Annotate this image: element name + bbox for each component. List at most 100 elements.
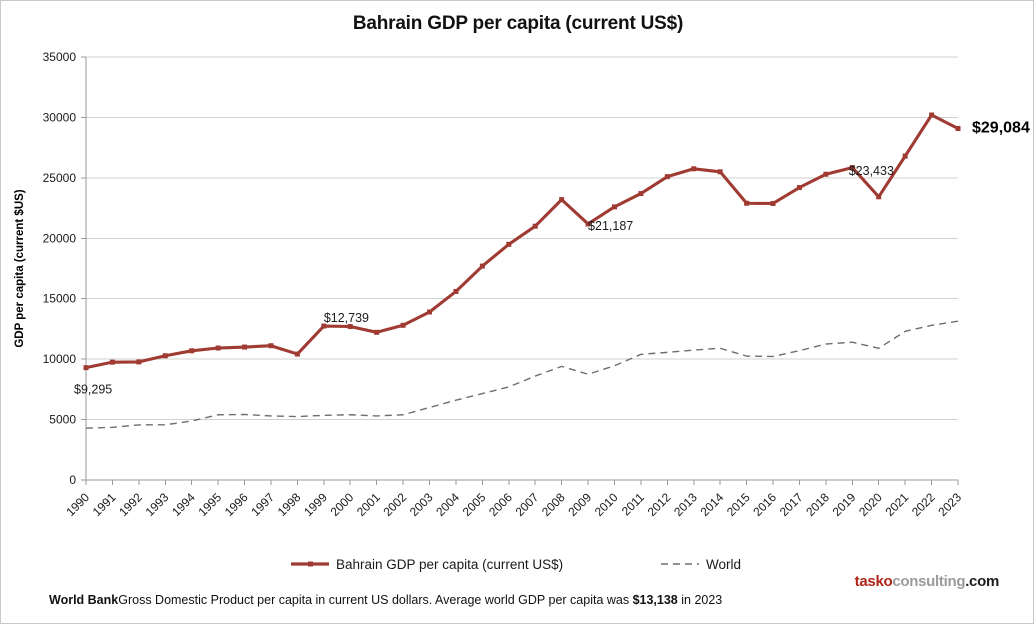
x-axis-tick-label: 2018: [803, 490, 832, 519]
x-axis-tick-label: 2005: [460, 490, 489, 519]
x-axis-tick-label: 2011: [619, 490, 647, 518]
legend-label-world: World: [706, 556, 742, 572]
x-axis-tick-label: 1996: [222, 490, 251, 519]
data-point-marker: [796, 185, 802, 191]
x-axis-tick-label: 2012: [645, 490, 674, 519]
brand-wordmark[interactable]: taskoconsulting.com: [854, 573, 1000, 590]
x-axis-tick-label: 1998: [275, 490, 304, 519]
data-point-label: $29,084: [972, 120, 1030, 137]
y-axis-tick-label: 25000: [43, 171, 77, 185]
x-axis-tick-label: 2017: [777, 490, 806, 519]
x-axis-tick-label: 2019: [830, 490, 859, 519]
data-point-marker: [109, 359, 115, 365]
brand-part-consulting: consulting: [892, 573, 966, 590]
chart-plot: 0 5000 10000 15000 20000 25000 30000 35000 GDP p…: [14, 50, 1030, 519]
data-point-marker: [559, 197, 565, 203]
y-axis-tick-label: 10000: [43, 352, 77, 366]
x-axis-tick-label: 2007: [513, 490, 542, 519]
x-axis-tick-label: 1997: [248, 490, 277, 519]
data-point-marker: [294, 351, 300, 357]
page-title: Bahrain GDP per capita (current US$): [352, 13, 684, 34]
x-axis-tick-label: 2020: [856, 490, 885, 519]
y-axis-title: GDP per capita (current $US): [14, 189, 26, 347]
y-axis-tick-label: 15000: [43, 292, 77, 306]
data-point-label: $23,433: [849, 164, 894, 178]
data-point-label: $9,295: [74, 383, 112, 397]
legend-item-world[interactable]: World: [661, 552, 741, 576]
legend-item-bahrain[interactable]: Bahrain GDP per capita (current US$): [291, 552, 563, 576]
footer-text-after: in 2023: [677, 593, 723, 607]
x-axis-tick-label: 2023: [935, 490, 964, 519]
x-axis-tick-label: 2014: [698, 490, 727, 519]
x-axis-tick-label: 2013: [671, 490, 700, 519]
footer-amount: $13,138: [632, 593, 678, 607]
y-axis-tick-label: 35000: [43, 50, 77, 64]
brand-part-com: .com: [965, 573, 999, 590]
x-axis-tick-label: 2006: [486, 490, 515, 519]
footer-source: World Bank: [49, 593, 119, 607]
data-point-marker: [770, 200, 776, 206]
x-axis-tick-label: 1995: [195, 490, 224, 519]
x-axis-tick-label: 2000: [328, 490, 357, 519]
data-point-marker: [585, 221, 591, 227]
x-axis-tick-label: 1992: [116, 490, 145, 519]
data-point-marker: [162, 353, 168, 359]
x-axis-tick-label: 1994: [169, 490, 198, 519]
data-point-marker: [717, 169, 723, 175]
y-axis-tick-label: 30000: [43, 110, 77, 124]
data-point-marker: [136, 359, 142, 365]
data-point-label: $21,187: [588, 219, 633, 233]
data-point-marker: [955, 126, 961, 131]
footer-text-before: Gross Domestic Product per capita in cur…: [118, 593, 633, 607]
data-point-label: $12,739: [324, 311, 369, 325]
x-axis-tick-label: 2009: [565, 490, 594, 519]
data-point-marker: [691, 166, 697, 172]
x-axis-tick-label: 2001: [354, 490, 383, 519]
data-point-marker: [242, 344, 248, 350]
data-point-marker: [902, 153, 908, 159]
x-axis-tick-label: 1990: [63, 490, 92, 519]
x-axis-tick-label: 2004: [433, 490, 462, 519]
data-point-marker: [453, 288, 459, 294]
data-point-marker: [638, 191, 644, 197]
x-axis-tick-label: 2002: [380, 490, 409, 519]
brand-part-tasko: tasko: [854, 573, 893, 590]
series-line-world: [85, 320, 959, 429]
legend-swatch-bahrain: [291, 561, 329, 567]
x-axis-tick-label: 1991: [90, 490, 119, 519]
footer-note: World BankGross Domestic Product per cap…: [49, 593, 722, 607]
data-point-marker: [876, 194, 882, 200]
y-axis-tick-label: 5000: [49, 413, 76, 427]
data-point-marker: [347, 324, 353, 330]
data-point-marker: [400, 322, 406, 328]
x-axis-tick-label: 1999: [301, 490, 330, 519]
y-axis-tick-label: 20000: [43, 231, 77, 245]
data-point-marker: [479, 263, 485, 269]
data-point-marker: [321, 323, 327, 329]
data-point-marker: [744, 200, 750, 206]
data-point-marker: [427, 309, 433, 315]
data-point-marker: [849, 165, 855, 171]
x-axis-tick-label: 2022: [909, 490, 938, 519]
legend-swatch-world: [661, 563, 699, 565]
data-point-marker: [611, 204, 617, 210]
data-point-marker: [215, 345, 221, 351]
data-point-marker: [374, 329, 380, 335]
data-point-marker: [83, 365, 89, 371]
data-point-marker: [929, 112, 935, 118]
data-point-marker: [823, 171, 829, 177]
x-axis-tick-label: 2003: [407, 490, 436, 519]
x-axis-tick-label: 2021: [882, 490, 911, 519]
x-axis-tick-label: 1993: [143, 490, 172, 519]
legend-label-bahrain: Bahrain GDP per capita (current US$): [336, 556, 564, 572]
x-axis-tick-label: 2016: [750, 490, 779, 519]
series-line-bahrain: [84, 113, 960, 370]
x-axis-tick-label: 2015: [724, 490, 753, 519]
data-point-marker: [506, 241, 512, 247]
x-axis-tick-label: 2008: [539, 490, 568, 519]
data-point-marker: [268, 343, 274, 349]
data-point-marker: [189, 348, 195, 354]
chart-legend: Bahrain GDP per capita (current US$) Wor…: [1, 552, 1033, 576]
data-point-marker: [664, 174, 670, 180]
